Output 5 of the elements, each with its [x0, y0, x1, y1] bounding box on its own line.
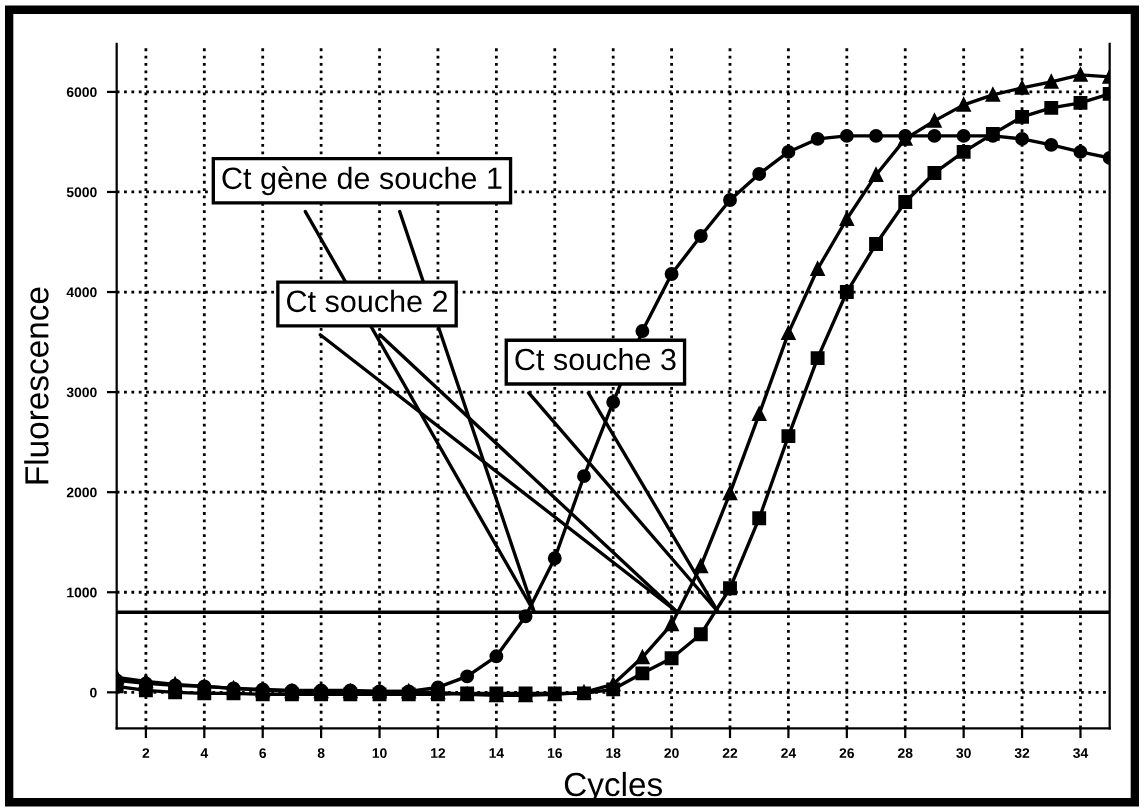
annotation: Ct souche 3: [515, 347, 676, 371]
annotation: Ct gène de souche 1: [222, 166, 502, 196]
x-axis-title: Cycles: [564, 771, 662, 803]
y-axis-title: Fluorescence: [24, 287, 49, 484]
annotation: Ct souche 2: [287, 289, 448, 313]
